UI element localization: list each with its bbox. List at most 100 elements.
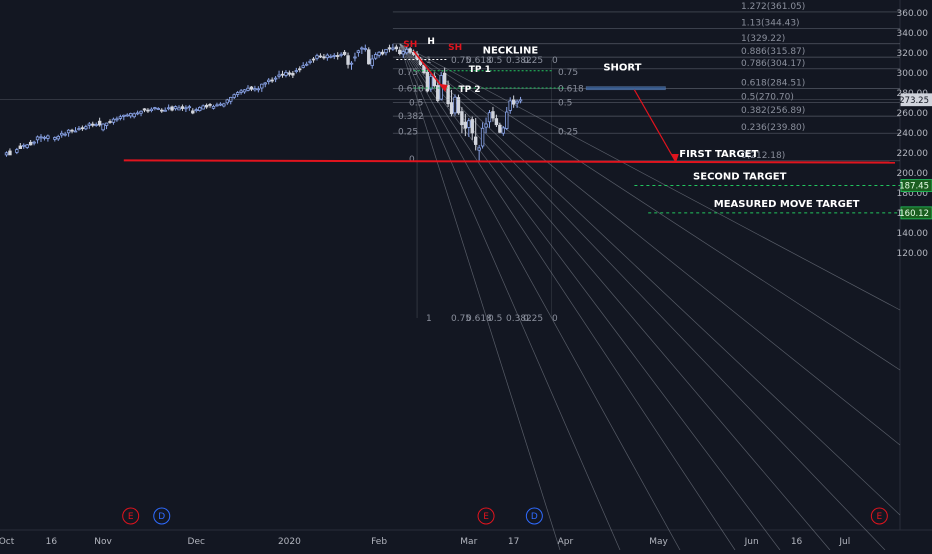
candle-body [467,120,471,128]
y-tick-label: 360.00 [897,9,929,19]
candle-body [166,107,171,110]
price-badge-bg [900,93,932,107]
fan-bottom-label: 0.75 [451,314,471,324]
candle-body [329,55,333,58]
candle-body [304,63,309,66]
candle-body [4,152,9,156]
candle-body [204,104,209,108]
candle-body [187,106,192,109]
candle-body [487,112,492,123]
price-badge-label: 273.25 [899,96,929,106]
candle-body [367,49,371,65]
candle-body [232,94,236,98]
event-marker-label: E [483,512,489,522]
candle-body [104,122,109,126]
x-tick-label: 16 [46,537,58,547]
candle-body [463,121,468,129]
fib-level-label: 0.618(284.51) [741,78,805,88]
price-badge-bg [900,206,932,220]
event-marker-circle [870,507,888,525]
candle-body [208,104,212,106]
fan-line [399,43,901,516]
candle-body [408,48,412,53]
candle-body [201,105,205,110]
candle-body [370,58,374,66]
candle-body [404,49,409,54]
candle-body [60,132,64,136]
candle-body [287,72,292,75]
candle-body [515,100,519,104]
fan-line [399,43,901,446]
candle-body [322,56,326,59]
sh-right-label: SH [448,43,462,53]
candle-body [73,130,78,133]
candle-body [122,114,126,117]
candle-body [153,107,157,109]
candle-body [35,136,40,141]
fib-level-label: 0.886(315.87) [741,47,805,57]
event-marker-label: E [128,512,134,522]
event-marker-circle [153,507,171,525]
y-tick-label: 120.00 [897,249,929,259]
candle-body [242,89,247,93]
short-label: SHORT [603,63,641,74]
candle-body [270,79,274,82]
candle-body [391,47,395,50]
tp2-label: TP 2 [458,85,480,95]
fan-top-label: 0.382 [506,56,532,66]
drop-arrow-head [440,84,448,92]
candle-body [335,55,340,57]
candle-body [263,82,267,85]
measured-move-label: MEASURED MOVE TARGET [714,199,860,210]
fan-bottom-label: 0.618 [466,314,492,324]
candle-body [501,127,505,134]
candle-body [97,120,102,126]
neckline-label: NECKLINE [483,46,539,57]
candle-body [446,84,450,105]
fib-level-label: 0.5(270.70) [741,92,794,102]
y-tick-label: 320.00 [897,49,929,59]
candle-body [42,136,47,139]
event-marker-label: D [531,512,538,522]
candle-body [494,118,499,126]
fan-bottom-label: 0.25 [523,314,543,324]
candle-body [218,103,223,106]
event-marker-circle [477,507,495,525]
candle-body [111,118,116,123]
fib-left-label: 0.5 [409,98,423,108]
fib-level-label: 1.13(344.43) [741,19,800,29]
candle-body [342,51,347,55]
short-zone-box [585,86,666,91]
candle-body [277,74,281,77]
candle-body [142,108,147,111]
y-tick-label: 180.00 [897,189,929,199]
candle-body [453,96,457,114]
fib-level-label: 0.382(256.89) [741,106,805,116]
candle-body [139,110,143,114]
axis-layer: EDEDE360.00340.00320.00300.00280.00260.0… [0,9,932,547]
fib-mid-label: 0.618 [558,85,584,95]
candle-body [94,124,98,126]
candle-body [115,118,119,121]
candle-body [63,133,67,136]
fan-line [399,43,681,551]
fib-mid-label: 0.25 [558,128,578,138]
annotations-layer: NECKLINE TP 1 TP 2 SH H SH SHORT FIRST TARGET SE… [0,37,900,214]
fib-mid-label: 0.75 [558,68,578,78]
candle-body [284,72,288,76]
event-marker-circle [525,507,543,525]
x-tick-label: 17 [508,537,519,547]
x-tick-label: 2020 [278,537,301,547]
candle-body [28,141,33,146]
candle-body [56,135,60,140]
candle-body [235,92,240,95]
fib-left-label: 0.382 [398,112,424,122]
x-tick-label: May [649,537,668,547]
tp1-label: TP 1 [469,65,491,75]
fan-bottom-label: 0.382 [506,314,532,324]
y-tick-label: 140.00 [897,229,929,239]
candle-body [256,88,261,91]
candle-body [173,106,178,110]
candle-body [66,129,71,134]
